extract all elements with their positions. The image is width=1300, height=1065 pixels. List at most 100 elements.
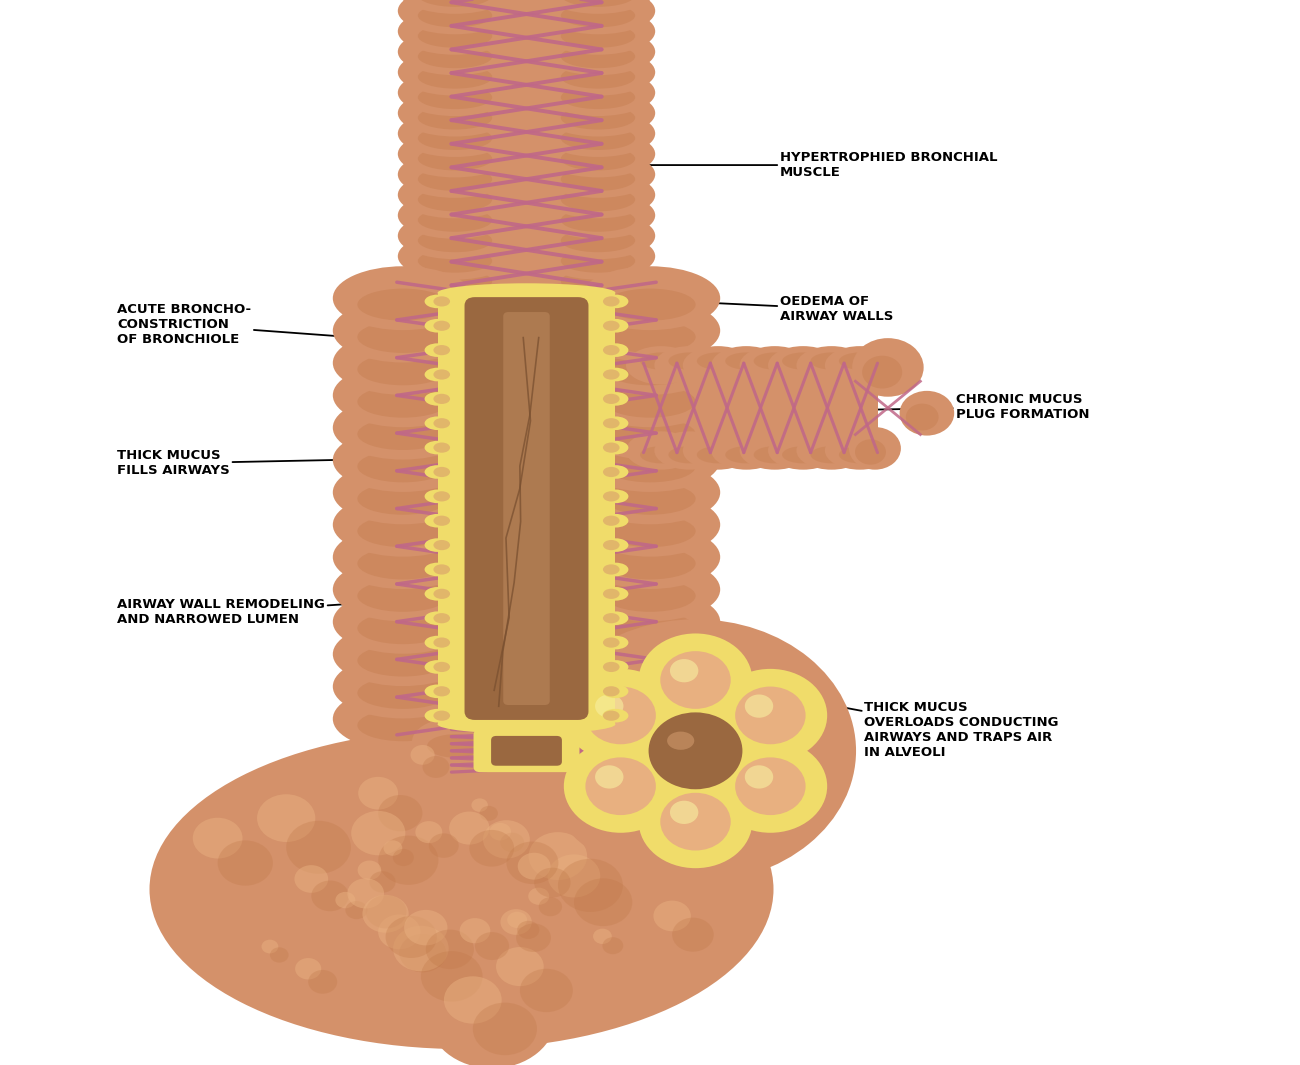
Ellipse shape xyxy=(560,187,636,211)
Circle shape xyxy=(351,855,403,898)
Ellipse shape xyxy=(797,431,867,470)
Ellipse shape xyxy=(417,167,493,191)
Ellipse shape xyxy=(580,622,720,686)
Ellipse shape xyxy=(725,353,767,370)
Ellipse shape xyxy=(603,321,620,331)
Circle shape xyxy=(507,841,559,884)
Ellipse shape xyxy=(602,343,628,357)
Ellipse shape xyxy=(602,611,628,625)
Circle shape xyxy=(438,802,528,875)
Ellipse shape xyxy=(725,446,767,463)
Ellipse shape xyxy=(358,289,448,321)
Bar xyxy=(644,365,878,450)
Circle shape xyxy=(533,842,650,938)
Circle shape xyxy=(602,937,623,954)
Ellipse shape xyxy=(333,331,473,395)
FancyBboxPatch shape xyxy=(491,736,562,766)
Ellipse shape xyxy=(555,737,641,784)
Circle shape xyxy=(378,913,500,1014)
Circle shape xyxy=(421,951,482,1002)
Bar xyxy=(455,0,598,309)
Ellipse shape xyxy=(560,65,636,88)
Circle shape xyxy=(655,718,736,784)
Ellipse shape xyxy=(640,446,683,463)
Circle shape xyxy=(482,936,589,1023)
Ellipse shape xyxy=(425,611,451,625)
Ellipse shape xyxy=(438,715,615,734)
Ellipse shape xyxy=(428,747,482,770)
Ellipse shape xyxy=(433,394,450,404)
Ellipse shape xyxy=(417,249,493,273)
Circle shape xyxy=(517,853,550,880)
Circle shape xyxy=(528,887,549,905)
Ellipse shape xyxy=(433,419,450,428)
Ellipse shape xyxy=(602,538,628,552)
Circle shape xyxy=(571,782,607,812)
Ellipse shape xyxy=(797,346,867,384)
Circle shape xyxy=(588,924,629,958)
Ellipse shape xyxy=(428,737,482,760)
Ellipse shape xyxy=(654,431,724,470)
Circle shape xyxy=(670,801,698,824)
Circle shape xyxy=(714,669,827,761)
Ellipse shape xyxy=(740,431,810,470)
Ellipse shape xyxy=(571,737,625,760)
Ellipse shape xyxy=(412,721,498,768)
Circle shape xyxy=(393,849,413,866)
Ellipse shape xyxy=(433,515,450,526)
Ellipse shape xyxy=(560,4,636,28)
Ellipse shape xyxy=(333,266,473,330)
Circle shape xyxy=(257,794,316,842)
Circle shape xyxy=(649,712,742,789)
Circle shape xyxy=(399,934,446,972)
Ellipse shape xyxy=(560,127,636,150)
Circle shape xyxy=(308,970,337,994)
Ellipse shape xyxy=(560,24,636,48)
Ellipse shape xyxy=(740,346,810,384)
Circle shape xyxy=(179,806,290,897)
Circle shape xyxy=(257,936,294,966)
Ellipse shape xyxy=(455,716,598,743)
Ellipse shape xyxy=(602,416,628,430)
Ellipse shape xyxy=(433,613,450,623)
Circle shape xyxy=(512,819,642,925)
Ellipse shape xyxy=(417,0,493,6)
Circle shape xyxy=(378,836,438,885)
Ellipse shape xyxy=(398,89,512,136)
Text: THICK MUCUS
FILLS AIRWAYS: THICK MUCUS FILLS AIRWAYS xyxy=(117,449,592,477)
Ellipse shape xyxy=(358,969,448,1033)
Ellipse shape xyxy=(625,431,697,470)
FancyBboxPatch shape xyxy=(464,297,589,720)
Ellipse shape xyxy=(602,465,628,479)
Ellipse shape xyxy=(425,562,451,576)
Ellipse shape xyxy=(358,547,448,579)
Ellipse shape xyxy=(603,613,620,623)
Ellipse shape xyxy=(580,428,720,492)
Ellipse shape xyxy=(425,318,451,332)
Ellipse shape xyxy=(358,612,448,644)
Circle shape xyxy=(426,930,474,969)
Ellipse shape xyxy=(571,734,625,757)
Ellipse shape xyxy=(425,465,451,479)
Ellipse shape xyxy=(208,879,312,953)
Circle shape xyxy=(337,799,456,897)
Circle shape xyxy=(261,939,278,953)
Circle shape xyxy=(295,958,321,980)
Ellipse shape xyxy=(358,321,448,353)
Circle shape xyxy=(350,884,452,968)
Circle shape xyxy=(714,740,827,833)
Ellipse shape xyxy=(433,710,450,721)
Ellipse shape xyxy=(428,740,482,764)
Circle shape xyxy=(286,821,351,873)
Ellipse shape xyxy=(412,718,498,765)
Ellipse shape xyxy=(412,737,498,784)
Circle shape xyxy=(638,634,753,726)
Circle shape xyxy=(474,932,510,960)
Circle shape xyxy=(378,794,422,832)
Ellipse shape xyxy=(667,732,694,750)
Ellipse shape xyxy=(398,0,512,14)
Ellipse shape xyxy=(560,209,636,232)
Ellipse shape xyxy=(603,419,620,428)
Ellipse shape xyxy=(541,212,655,259)
Circle shape xyxy=(472,799,488,812)
